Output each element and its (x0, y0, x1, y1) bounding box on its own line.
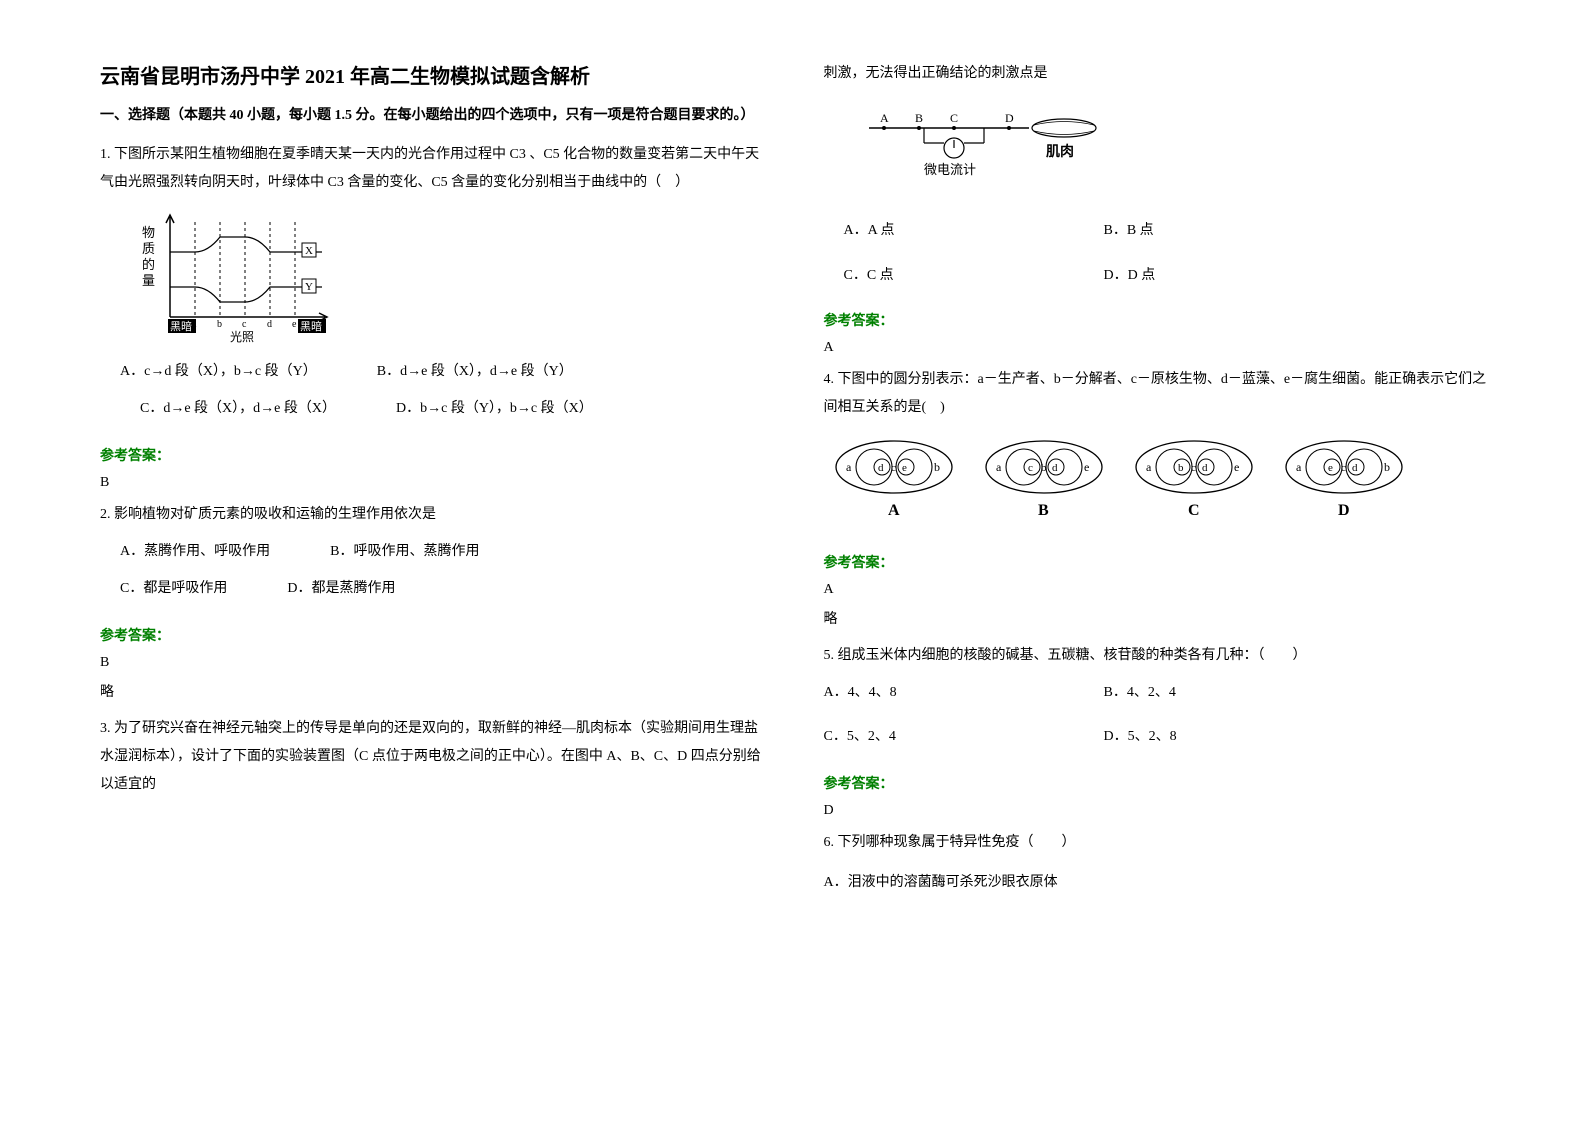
svg-text:a: a (846, 460, 852, 474)
q5-answer-label: 参考答案： (824, 773, 1488, 793)
svg-text:e: e (292, 319, 297, 330)
question-5-text: 5. 组成玉米体内细胞的核酸的碱基、五碳糖、核苷酸的种类各有几种：（ ） (824, 642, 1488, 670)
right-column: 刺激，无法得出正确结论的刺激点是 A B C D (824, 60, 1488, 911)
question-1-figure: 物 质 的 量 X Y (130, 207, 764, 347)
q5-option-c: C．5、2、4 (824, 722, 1044, 753)
q2-option-a: A．蒸腾作用、呼吸作用 (120, 537, 270, 568)
svg-text:X: X (305, 245, 313, 257)
svg-text:微电流计: 微电流计 (924, 162, 976, 177)
svg-text:D: D (1338, 502, 1350, 519)
question-4-text: 4. 下图中的圆分别表示：a－生产者、b－分解者、c－原核生物、d－蓝藻、e－腐… (824, 366, 1488, 422)
svg-text:b: b (1384, 460, 1390, 474)
svg-text:a: a (1296, 460, 1302, 474)
svg-text:d: d (1202, 462, 1208, 474)
svg-text:b: b (1041, 462, 1047, 474)
q3-option-a: A．A 点 (844, 216, 1044, 247)
question-4: 4. 下图中的圆分别表示：a－生产者、b－分解者、c－原核生物、d－蓝藻、e－腐… (824, 366, 1488, 532)
page-container: 云南省昆明市汤丹中学 2021 年高二生物模拟试题含解析 一、选择题（本题共 4… (0, 0, 1587, 951)
svg-text:e: e (1084, 460, 1089, 474)
q5-answer: D (824, 803, 1488, 819)
q2-option-b: B．呼吸作用、蒸腾作用 (330, 537, 479, 568)
left-column: 云南省昆明市汤丹中学 2021 年高二生物模拟试题含解析 一、选择题（本题共 4… (100, 60, 764, 911)
section-1-header: 一、选择题（本题共 40 小题，每小题 1.5 分。在每小题给出的四个选项中，只… (100, 105, 764, 127)
q1-option-b: B．d→e 段（X），d→e 段（Y） (377, 357, 573, 388)
svg-text:d: d (1052, 462, 1058, 474)
question-5-options: A．4、4、8 B．4、2、4 C．5、2、4 D．5、2、8 (824, 678, 1488, 754)
q3-option-c: C．C 点 (844, 261, 1044, 292)
svg-text:c: c (1028, 462, 1033, 474)
svg-text:A: A (880, 111, 889, 125)
document-title: 云南省昆明市汤丹中学 2021 年高二生物模拟试题含解析 (100, 60, 764, 89)
svg-text:c: c (1341, 462, 1346, 474)
question-1: 1. 下图所示某阳生植物细胞在夏季晴天某一天内的光合作用过程中 C3 、C5 化… (100, 141, 764, 425)
q2-option-d: D．都是蒸腾作用 (287, 574, 395, 605)
svg-text:d: d (267, 319, 272, 330)
q4-answer-label: 参考答案： (824, 552, 1488, 572)
question-2: 2. 影响植物对矿质元素的吸收和运输的生理作用依次是 A．蒸腾作用、呼吸作用 B… (100, 501, 764, 605)
q5-option-b: B．4、2、4 (1104, 678, 1176, 709)
svg-text:e: e (1328, 462, 1333, 474)
svg-text:a: a (996, 460, 1002, 474)
svg-text:B: B (1038, 502, 1049, 519)
question-2-options: A．蒸腾作用、呼吸作用 B．呼吸作用、蒸腾作用 C．都是呼吸作用 D．都是蒸腾作… (100, 537, 764, 605)
q3-answer: A (824, 340, 1488, 356)
q3-option-d: D．D 点 (1104, 261, 1156, 292)
svg-text:光照: 光照 (230, 330, 254, 344)
svg-text:a: a (1146, 460, 1152, 474)
q2-note: 略 (100, 681, 764, 701)
svg-text:A: A (888, 502, 900, 519)
svg-text:b: b (1178, 462, 1184, 474)
question-1-text: 1. 下图所示某阳生植物细胞在夏季晴天某一天内的光合作用过程中 C3 、C5 化… (100, 141, 764, 197)
svg-text:e: e (1234, 460, 1239, 474)
q3-answer-label: 参考答案： (824, 310, 1488, 330)
q2-answer: B (100, 655, 764, 671)
q6-option-a: A．泪液中的溶菌酶可杀死沙眼衣原体 (824, 869, 1488, 897)
svg-text:d: d (878, 462, 884, 474)
svg-text:d: d (1352, 462, 1358, 474)
svg-text:b: b (217, 319, 222, 330)
svg-text:的: 的 (142, 257, 155, 272)
question-5: 5. 组成玉米体内细胞的核酸的碱基、五碳糖、核苷酸的种类各有几种：（ ） A．4… (824, 642, 1488, 754)
q1-option-c: C．d→e 段（X），d→e 段（X） (140, 394, 336, 425)
question-3-text-p2: 刺激，无法得出正确结论的刺激点是 (824, 60, 1488, 88)
svg-text:黑暗: 黑暗 (170, 319, 192, 333)
svg-text:黑暗: 黑暗 (300, 319, 322, 333)
svg-text:量: 量 (142, 273, 155, 288)
question-6-text: 6. 下列哪种现象属于特异性免疫（ ） (824, 829, 1488, 857)
question-3-options: A．A 点 B．B 点 C．C 点 D．D 点 (824, 216, 1488, 292)
q1-option-d: D．b→c 段（Y），b→c 段（X） (396, 394, 593, 425)
q2-answer-label: 参考答案： (100, 625, 764, 645)
question-2-text: 2. 影响植物对矿质元素的吸收和运输的生理作用依次是 (100, 501, 764, 529)
question-3-part1: 3. 为了研究兴奋在神经元轴突上的传导是单向的还是双向的，取新鲜的神经—肌肉标本… (100, 715, 764, 799)
question-1-options: A．c→d 段（X），b→c 段（Y） B．d→e 段（X），d→e 段（Y） … (100, 357, 764, 425)
q5-option-a: A．4、4、8 (824, 678, 1044, 709)
question-4-figure: a d c e b A a c (824, 432, 1488, 522)
svg-text:肌肉: 肌肉 (1046, 143, 1074, 160)
svg-text:D: D (1005, 111, 1014, 125)
question-3-figure: A B C D 微电流计 肌肉 (854, 108, 1488, 198)
q1-option-a: A．c→d 段（X），b→c 段（Y） (120, 357, 317, 388)
svg-text:c: c (1191, 462, 1196, 474)
q3-option-b: B．B 点 (1104, 216, 1154, 247)
svg-text:B: B (915, 111, 923, 125)
svg-text:c: c (242, 319, 247, 330)
q5-option-d: D．5、2、8 (1104, 722, 1177, 753)
q1-answer-label: 参考答案： (100, 445, 764, 465)
svg-text:b: b (934, 460, 940, 474)
question-6: 6. 下列哪种现象属于特异性免疫（ ） A．泪液中的溶菌酶可杀死沙眼衣原体 (824, 829, 1488, 897)
svg-text:Y: Y (305, 281, 313, 293)
svg-text:C: C (1188, 502, 1200, 519)
question-3-text-p1: 3. 为了研究兴奋在神经元轴突上的传导是单向的还是双向的，取新鲜的神经—肌肉标本… (100, 715, 764, 799)
q2-option-c: C．都是呼吸作用 (120, 574, 227, 605)
svg-text:C: C (950, 111, 958, 125)
svg-text:e: e (902, 462, 907, 474)
q4-answer: A (824, 582, 1488, 598)
q1-answer: B (100, 475, 764, 491)
svg-text:质: 质 (142, 241, 155, 256)
q4-note: 略 (824, 608, 1488, 628)
svg-text:c: c (891, 462, 896, 474)
svg-text:物: 物 (142, 225, 155, 240)
